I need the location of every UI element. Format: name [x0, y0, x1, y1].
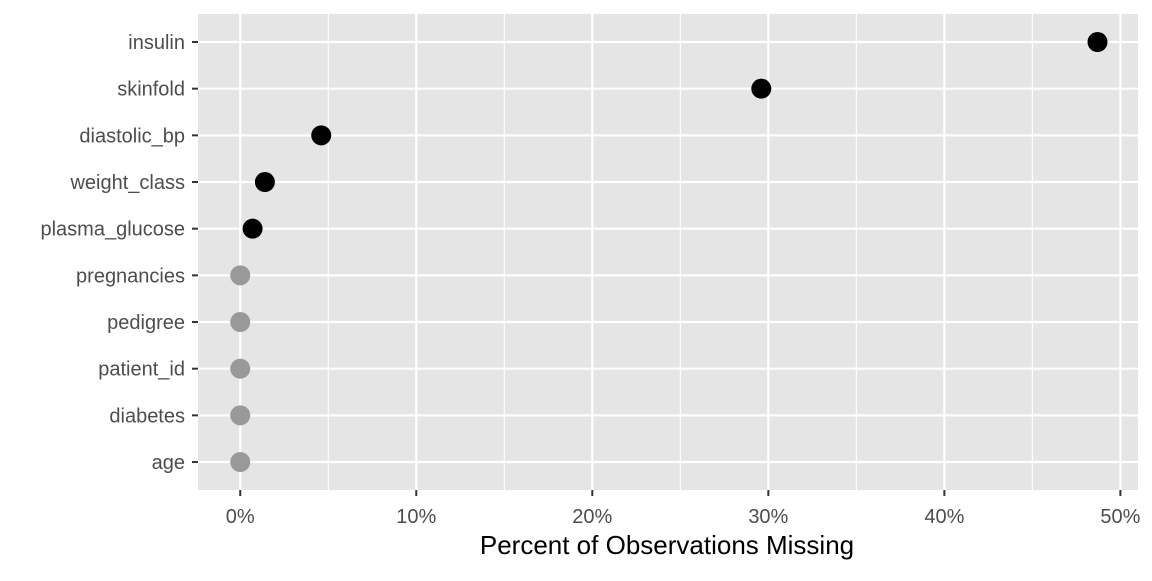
- y-tick-label: insulin: [128, 32, 185, 54]
- data-point: [311, 125, 332, 146]
- y-tick-label: patient_id: [98, 359, 185, 381]
- x-tick-label: 20%: [572, 506, 612, 528]
- y-tick-label: pregnancies: [76, 265, 185, 287]
- y-tick-label: diastolic_bp: [79, 125, 185, 147]
- data-points: [230, 32, 1108, 473]
- y-tick-label: skinfold: [117, 79, 185, 101]
- x-axis-title: Percent of Observations Missing: [480, 530, 854, 560]
- data-point: [242, 218, 263, 239]
- data-point: [230, 405, 251, 426]
- x-tick-label: 50%: [1100, 506, 1140, 528]
- data-point: [230, 265, 251, 286]
- y-tick-label: plasma_glucose: [40, 219, 185, 241]
- data-point: [751, 78, 772, 99]
- y-tick-label: diabetes: [109, 405, 185, 427]
- data-point: [230, 452, 251, 473]
- grid-lines: [198, 14, 1138, 490]
- y-tick-label: pedigree: [107, 312, 185, 334]
- y-tick-label: age: [152, 452, 185, 474]
- x-tick-label: 0%: [226, 506, 255, 528]
- data-point: [254, 172, 275, 193]
- data-point: [230, 312, 251, 333]
- x-tick-label: 10%: [396, 506, 436, 528]
- data-point: [230, 358, 251, 379]
- plot-panel: [198, 14, 1138, 490]
- x-tick-label: 30%: [748, 506, 788, 528]
- data-point: [1087, 32, 1108, 52]
- axes: 0% 10% 20% 30% 40% 50% insulin skinfold diastoli…: [40, 32, 1140, 528]
- x-tick-label: 40%: [924, 506, 964, 528]
- y-tick-label: weight_class: [69, 172, 185, 194]
